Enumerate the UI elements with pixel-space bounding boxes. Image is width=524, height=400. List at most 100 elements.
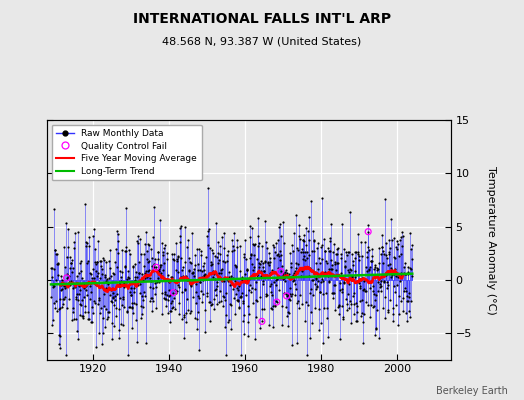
Point [276, 256, 285, 263]
Point [275, 252, 283, 259]
Point [260, 267, 268, 274]
Point [225, 316, 233, 323]
Point [107, 335, 116, 342]
Point [358, 310, 366, 317]
Point [97, 258, 106, 264]
Point [126, 304, 134, 310]
Point [195, 267, 204, 273]
Point [174, 254, 183, 260]
Point [378, 232, 386, 238]
Point [345, 305, 353, 311]
Point [166, 308, 174, 314]
Point [177, 222, 185, 229]
Point [390, 255, 399, 261]
Point [224, 269, 233, 276]
Point [345, 269, 353, 276]
Point [370, 264, 379, 270]
Point [108, 298, 116, 305]
Point [71, 230, 79, 236]
Point [183, 276, 192, 283]
Point [293, 300, 302, 306]
Point [113, 238, 122, 244]
Point [59, 280, 67, 287]
Point [115, 327, 123, 334]
Point [78, 275, 86, 282]
Point [373, 265, 381, 271]
Point [204, 226, 213, 232]
Point [390, 271, 398, 278]
Point [261, 291, 270, 298]
Point [271, 277, 280, 284]
Point [192, 281, 200, 287]
Point [370, 262, 379, 268]
Point [114, 231, 122, 238]
Point [93, 259, 102, 266]
Point [266, 270, 275, 276]
Point [387, 265, 396, 271]
Point [230, 295, 238, 302]
Point [268, 306, 276, 312]
Point [273, 276, 281, 282]
Point [122, 279, 130, 285]
Point [84, 258, 92, 264]
Point [256, 324, 265, 331]
Point [337, 303, 346, 310]
Point [402, 288, 410, 294]
Point [123, 308, 132, 314]
Point [283, 313, 291, 319]
Point [176, 225, 184, 232]
Point [52, 308, 61, 314]
Point [197, 288, 205, 294]
Point [261, 218, 269, 224]
Point [104, 281, 113, 287]
Point [297, 249, 305, 255]
Point [68, 256, 77, 263]
Point [47, 265, 55, 272]
Point [62, 275, 71, 281]
Point [189, 269, 198, 275]
Point [54, 340, 63, 347]
Point [300, 232, 308, 238]
Point [219, 303, 227, 309]
Point [342, 301, 351, 307]
Point [384, 262, 392, 268]
Point [196, 279, 204, 286]
Point [226, 273, 235, 279]
Point [220, 245, 228, 251]
Point [206, 261, 215, 268]
Point [281, 266, 290, 273]
Point [210, 270, 218, 277]
Point [178, 289, 186, 295]
Point [142, 268, 150, 274]
Point [233, 296, 242, 303]
Point [201, 270, 209, 277]
Point [165, 293, 173, 300]
Point [102, 259, 110, 265]
Point [387, 266, 396, 273]
Point [125, 275, 134, 281]
Point [246, 254, 255, 261]
Point [308, 248, 316, 254]
Point [161, 242, 170, 248]
Point [102, 306, 111, 312]
Point [363, 254, 371, 260]
Point [216, 243, 225, 249]
Point [290, 230, 298, 237]
Point [351, 249, 359, 256]
Point [173, 269, 182, 276]
Point [383, 255, 391, 262]
Point [125, 304, 133, 310]
Point [209, 250, 217, 256]
Point [230, 230, 238, 236]
Point [264, 259, 272, 266]
Point [366, 314, 374, 320]
Point [165, 278, 173, 285]
Point [346, 266, 355, 273]
Point [348, 292, 357, 299]
Point [394, 241, 402, 248]
Point [179, 272, 187, 279]
Point [162, 303, 170, 310]
Point [265, 262, 273, 269]
Point [184, 307, 192, 313]
Point [118, 247, 126, 254]
